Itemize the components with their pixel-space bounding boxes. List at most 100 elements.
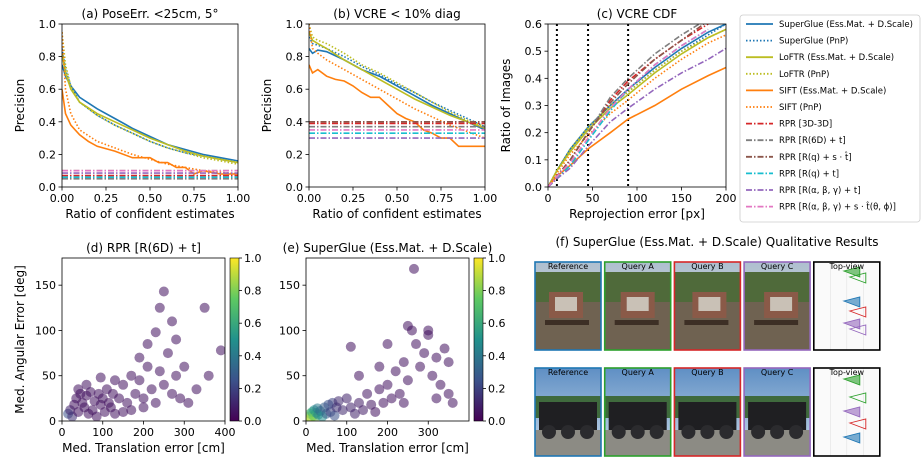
legend-label: RPR [3D-3D]	[779, 120, 832, 130]
colorbar-tick-label: 1.0	[488, 252, 506, 265]
plot-area	[309, 24, 485, 148]
locomotive-wheel	[630, 425, 645, 439]
series-rprabgs-dashdot	[548, 28, 709, 187]
monument-plaque	[626, 297, 649, 311]
series-rpr6d-dashdot	[548, 24, 700, 187]
photo-row-2: Query C	[743, 367, 811, 457]
y-tick-label: 0.2	[286, 148, 304, 161]
scatter-point	[447, 397, 458, 408]
panel-title: (a) PoseErr. <25cm, 5°	[82, 7, 219, 21]
axes-frame	[61, 23, 239, 188]
colorbar-tick-label: 0.6	[488, 317, 506, 330]
column-label: Top-view	[829, 262, 865, 271]
locomotive-wheel	[751, 425, 766, 439]
scatter-point	[341, 393, 352, 404]
locomotive-wheel	[542, 425, 556, 439]
scatter-point	[431, 393, 442, 404]
x-tick-label: 0.75	[429, 192, 454, 205]
scatter-point	[199, 302, 210, 313]
scatter-point	[154, 366, 165, 377]
camera-frustum	[842, 266, 861, 278]
scatter-point	[353, 370, 364, 381]
colorbar-tick-label: 0.8	[244, 285, 262, 298]
y-tick-label: 0.4	[525, 72, 543, 85]
y-tick-label: 0.1	[525, 154, 543, 167]
x-tick-label: 0.25	[94, 192, 119, 205]
legend-label: SIFT (PnP)	[779, 103, 822, 113]
scatter-point	[171, 334, 182, 345]
photo-row-1: Reference	[534, 261, 602, 351]
scatter-point	[402, 320, 413, 331]
locomotive-wheel	[770, 425, 785, 439]
colorbar	[473, 257, 484, 422]
y-tick-label: 150	[279, 279, 300, 292]
panel-e: 0 100 200 300 0 50 100 150 (e) SuperGlue (Ess.Ma…	[279, 241, 506, 455]
y-tick-label: 0.2	[39, 148, 57, 161]
scatter-point	[126, 370, 137, 381]
locomotive-wheel	[561, 425, 575, 439]
column-label: Query A	[622, 368, 655, 377]
x-tick-label: 0	[545, 192, 552, 205]
scatter-point	[134, 352, 145, 363]
y-tick-label: 1.0	[39, 18, 57, 31]
bench	[754, 320, 799, 325]
legend: SuperGlue (Ess.Mat. + D.Scale) SuperGlue …	[739, 14, 921, 223]
colorbar-tick-label: 0.4	[244, 350, 262, 363]
scatter-point	[215, 345, 225, 356]
scatter-point	[162, 348, 173, 359]
x-tick-label: 50	[586, 192, 600, 205]
scatter-point	[109, 408, 120, 419]
colorbar-tick-label: 0.0	[488, 415, 506, 428]
scatter-point	[154, 302, 165, 313]
scatter-point	[419, 348, 430, 359]
locomotive-wheel	[681, 425, 696, 439]
x-tick-label: 100	[336, 426, 357, 439]
scatter-point	[150, 397, 161, 408]
colorbar-tick-label: 0.2	[244, 382, 262, 395]
camera-frustum	[848, 324, 867, 336]
colorbar-tick-label: 1.0	[244, 252, 262, 265]
y-tick-label: 0.2	[525, 127, 543, 140]
scatter-point	[146, 384, 157, 395]
scatter-point	[138, 402, 149, 413]
y-tick-label: 1.0	[286, 18, 304, 31]
photo-row-2: Query A	[603, 367, 672, 457]
camera-frustum	[842, 374, 861, 386]
y-tick-label: 0.3	[525, 100, 543, 113]
x-tick-label: 100	[627, 192, 648, 205]
y-axis-label: Precision	[13, 79, 27, 133]
scatter-point	[183, 397, 194, 408]
scatter-point	[431, 352, 442, 363]
scatter-point	[382, 339, 393, 350]
bench	[684, 320, 729, 325]
y-axis-label: Ratio of Images	[499, 59, 513, 153]
monument-plaque	[698, 297, 721, 311]
camera-frustum	[842, 318, 861, 330]
x-tick-label: 300	[418, 426, 439, 439]
scatter-point	[358, 405, 369, 416]
monument-plaque	[770, 297, 793, 311]
plot-area	[62, 32, 238, 180]
scatter-point	[191, 384, 202, 395]
column-label: Query B	[691, 368, 723, 377]
y-tick-label: 100	[279, 324, 300, 337]
locomotive-wheel	[580, 425, 594, 439]
scatter-point	[415, 361, 426, 372]
y-tick-label: 50	[286, 370, 300, 383]
scatter-point	[386, 393, 397, 404]
plot-area	[306, 263, 458, 421]
x-tick-label: 400	[215, 426, 236, 439]
x-tick-label: 0.75	[182, 192, 207, 205]
scatter-point	[390, 366, 401, 377]
scatter-point	[130, 388, 141, 399]
scatter-point	[73, 384, 84, 395]
x-tick-label: 0	[303, 426, 310, 439]
scatter-point	[333, 396, 344, 407]
x-tick-label: 0.00	[297, 192, 322, 205]
scatter-point	[126, 405, 137, 416]
photo-row-1: Top-view	[812, 261, 881, 351]
photo-row-1: Query A	[603, 261, 672, 351]
x-tick-label: 1.00	[473, 192, 498, 205]
scatter-point	[435, 379, 446, 390]
